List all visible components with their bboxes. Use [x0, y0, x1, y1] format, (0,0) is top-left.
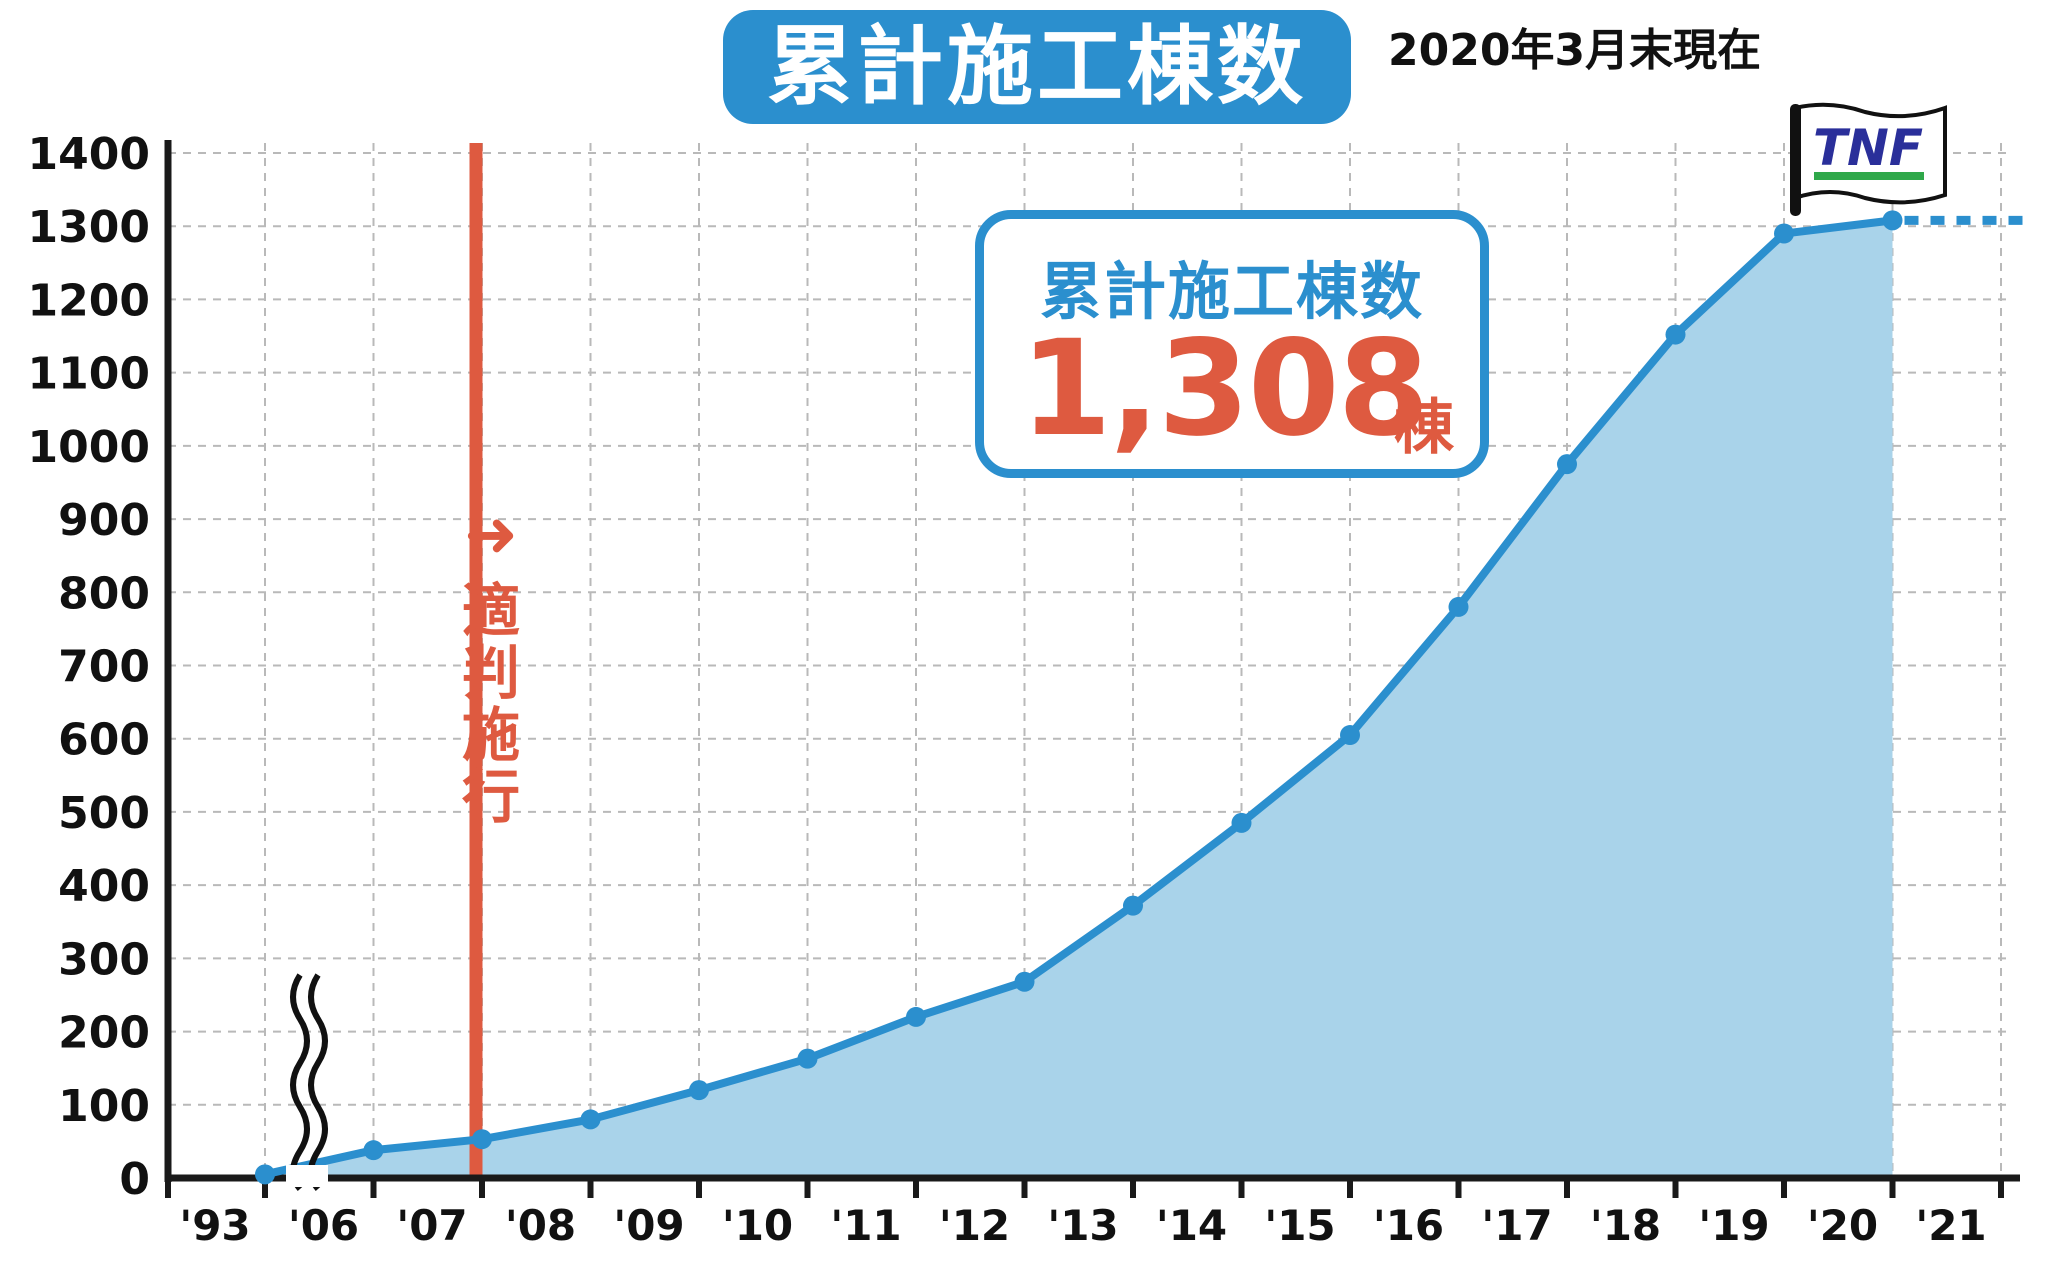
total-callout-box: 累計施工棟数 1,308 棟 [975, 210, 1489, 478]
x-tick-label: '07 [396, 1201, 467, 1250]
tnf-flag-logo: TNF [1790, 102, 1947, 216]
law-label-char: 判 [461, 639, 520, 707]
data-point [1557, 454, 1577, 475]
law-label-char: 施 [461, 701, 520, 769]
y-tick-label: 100 [58, 1081, 150, 1132]
axis-break-squiggle [308, 973, 328, 1191]
data-point [1448, 596, 1469, 617]
x-tick-label: '15 [1264, 1201, 1335, 1250]
y-tick-label: 600 [58, 715, 150, 766]
y-tick-label: 1000 [28, 422, 150, 473]
x-tick-label: '13 [1047, 1201, 1118, 1250]
data-point [363, 1140, 384, 1161]
chart-axes [164, 140, 2020, 1198]
data-point [1231, 812, 1252, 833]
x-tick-label: '10 [722, 1201, 793, 1250]
y-tick-label: 900 [58, 495, 150, 546]
x-tick-label: '14 [1156, 1201, 1227, 1250]
data-point [797, 1048, 818, 1069]
y-tick-labels: 0 100 200 300 400 500 600 700 800 900 1000 1100 1200… [28, 129, 150, 1205]
y-tick-label: 200 [58, 1008, 150, 1059]
y-tick-label: 1100 [28, 349, 150, 400]
x-tick-label: '21 [1915, 1201, 1986, 1250]
chart-title: 累計施工棟数 [723, 10, 1351, 124]
data-point [1014, 971, 1035, 992]
data-point [472, 1129, 492, 1150]
law-arrow-icon: ➜ [464, 498, 518, 572]
law-label-char: 行 [461, 763, 520, 831]
data-point [255, 1164, 275, 1185]
data-point [1665, 324, 1686, 345]
tnf-logo-bar [1814, 172, 1924, 180]
y-tick-label: 300 [58, 934, 150, 985]
data-point [580, 1109, 601, 1130]
law-enforcement-label: 適判施行 [456, 580, 526, 828]
x-tick-label: '19 [1698, 1201, 1769, 1250]
y-tick-label: 400 [58, 861, 150, 912]
x-tick-label: '17 [1481, 1201, 1552, 1250]
flag-pole [1790, 104, 1801, 216]
callout-value: 1,308 [1020, 312, 1430, 466]
data-point [1123, 895, 1143, 916]
x-tick-label: '18 [1590, 1201, 1661, 1250]
y-tick-label: 500 [58, 788, 150, 839]
y-tick-label: 1300 [28, 202, 150, 253]
data-point [1340, 725, 1360, 746]
cumulative-area-fill [265, 220, 1893, 1178]
as-of-date: 2020年3月末現在 [1388, 25, 1762, 76]
data-points [255, 210, 1903, 1185]
cumulative-series-line [264, 216, 1893, 1179]
y-tick-label: 1200 [28, 275, 150, 326]
axis-break-icon [286, 973, 328, 1191]
data-point [906, 1006, 926, 1027]
x-tick-label: '12 [939, 1201, 1010, 1250]
y-tick-label: 800 [58, 568, 150, 619]
x-tick-label: '93 [179, 1201, 250, 1250]
data-point [1774, 223, 1794, 244]
y-tick-label: 700 [58, 642, 150, 693]
x-tick-label: '08 [505, 1201, 576, 1250]
x-tick-label: '16 [1373, 1201, 1444, 1250]
x-tick-label: '09 [613, 1201, 684, 1250]
tnf-logo-text: TNF [1813, 119, 1923, 177]
x-tick-label: '11 [830, 1201, 901, 1250]
x-tick-label: '06 [288, 1201, 359, 1250]
y-tick-label: 0 [119, 1154, 150, 1205]
callout-unit: 棟 [1394, 393, 1454, 463]
callout-label: 累計施工棟数 [1039, 255, 1424, 328]
axis-break-squiggle [290, 973, 310, 1191]
x-tick-labels: '93 '06 '07 '08 '09 '10 '11 '12 '13 '14 '15 '16 '17 '… [179, 1201, 1986, 1250]
axis-break-gap [286, 1165, 328, 1187]
y-tick-label: 1400 [28, 129, 150, 180]
data-point [689, 1080, 709, 1101]
x-tick-label: '20 [1807, 1201, 1878, 1250]
data-point [1882, 210, 1903, 231]
law-label-char: 適 [461, 577, 520, 645]
